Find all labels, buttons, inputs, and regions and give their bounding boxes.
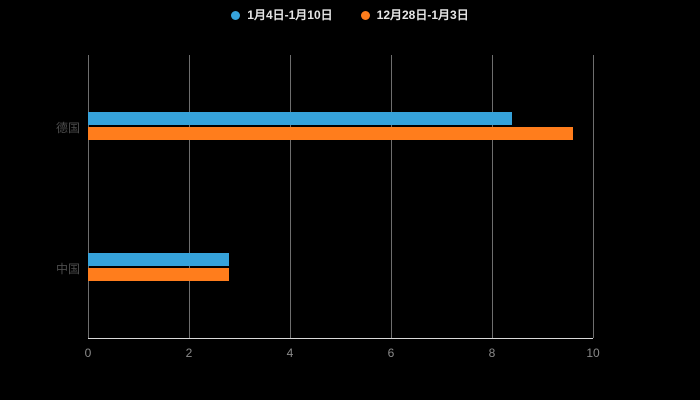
gridline xyxy=(189,55,190,338)
category-label: 中国 xyxy=(55,262,80,277)
x-tick-label: 0 xyxy=(84,346,92,360)
legend-item-week-dec28-jan3[interactable]: 12月28日-1月3日 xyxy=(360,8,469,22)
legend-marker-blue-icon xyxy=(231,10,241,20)
gridline xyxy=(593,55,594,338)
gridline xyxy=(391,55,392,338)
legend: 1月4日-1月10日 12月28日-1月3日 xyxy=(0,8,700,22)
x-tick-label: 10 xyxy=(586,346,600,360)
gridline xyxy=(290,55,291,338)
legend-item-week-jan4-jan10[interactable]: 1月4日-1月10日 xyxy=(231,8,333,22)
plot-area xyxy=(88,55,594,339)
bar[interactable] xyxy=(88,253,230,267)
legend-label-week-dec28-jan3: 12月28日-1月3日 xyxy=(376,8,469,22)
bar[interactable] xyxy=(88,268,230,282)
bar[interactable] xyxy=(88,111,513,125)
gridline xyxy=(88,55,89,338)
gridline xyxy=(492,55,493,338)
category-label: 德国 xyxy=(55,120,80,135)
legend-label-week-jan4-jan10: 1月4日-1月10日 xyxy=(247,8,333,22)
x-tick-label: 2 xyxy=(185,346,193,360)
x-tick-label: 6 xyxy=(387,346,395,360)
legend-marker-orange-icon xyxy=(360,10,370,20)
bar[interactable] xyxy=(88,126,573,140)
x-tick-label: 8 xyxy=(488,346,496,360)
x-tick-label: 4 xyxy=(286,346,294,360)
